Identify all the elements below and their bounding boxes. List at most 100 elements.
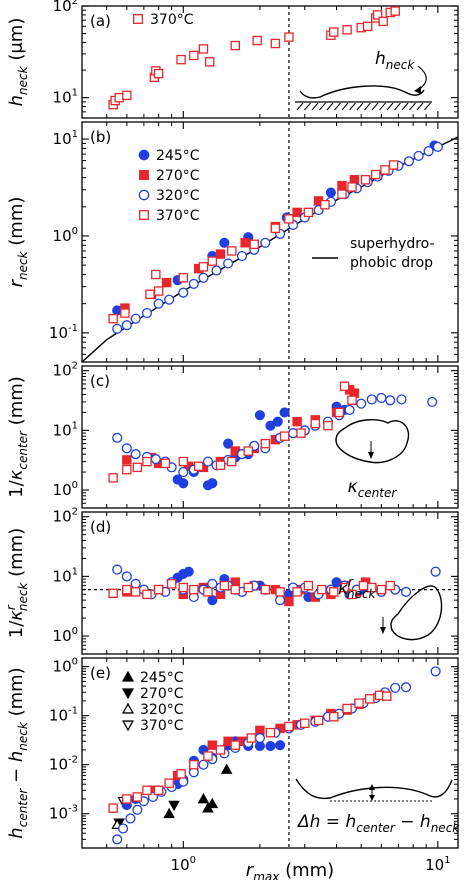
panel-a: 101 102 (a) hneck (μm) 370°C hneck [6, 0, 459, 119]
data-point [122, 584, 132, 595]
data-point [153, 298, 164, 309]
y-tick-label: 10-1 [49, 323, 78, 342]
series-370-c-squares- [108, 690, 392, 813]
data-point [164, 294, 175, 305]
data-point [227, 246, 237, 256]
data-point [130, 587, 141, 597]
data-point [219, 580, 230, 591]
arrow-head [368, 452, 374, 459]
data-point [284, 596, 294, 607]
data-point [279, 431, 290, 441]
legend-marker [139, 170, 149, 180]
data-point [230, 740, 240, 750]
legend-entry: 270°C [139, 168, 200, 184]
data-point [342, 703, 352, 714]
data-point [215, 460, 226, 471]
hatch-mark [424, 102, 431, 111]
data-point [142, 785, 152, 796]
data-point [166, 579, 177, 589]
series-370-c [108, 579, 395, 600]
data-point [344, 404, 355, 416]
data-point [178, 582, 189, 593]
plot-frame [81, 121, 459, 363]
data-point [132, 804, 143, 815]
data-point [198, 262, 209, 272]
y-tick-label: 101 [53, 88, 78, 107]
data-point [178, 478, 189, 489]
data-point [240, 238, 250, 248]
y-tick-label: 102 [53, 361, 78, 380]
data-point [347, 589, 357, 600]
legend-label: 270°C [156, 168, 200, 184]
legend-entry: 270°C [121, 686, 184, 702]
panel-label: (a) [90, 12, 111, 30]
data-point [342, 25, 352, 35]
legend-entry: 245°C [138, 148, 200, 164]
y-axis-label: 1/κcenter (mm) [6, 376, 30, 498]
drop-neck-sketch: hneck [295, 49, 432, 111]
data-point [303, 207, 314, 218]
data-point [163, 807, 175, 819]
data-point [202, 456, 214, 467]
legend-entry: 245°C [121, 670, 184, 686]
line-legend-label: phobic drop [350, 255, 433, 271]
data-point [292, 416, 302, 427]
panel-e: 10-3 10-2 10-1 100 (e) hcenter − hneck (mm) 24… [6, 657, 460, 880]
data-point [183, 566, 194, 577]
data-point [207, 578, 218, 589]
data-point [275, 595, 286, 606]
data-point [317, 584, 327, 595]
data-point [223, 438, 234, 449]
plot-frame [81, 365, 459, 509]
legend-marker [139, 210, 149, 220]
data-point [121, 443, 132, 454]
data-point [189, 584, 199, 595]
data-point [378, 16, 388, 27]
data-point [432, 141, 443, 152]
data-point [121, 320, 132, 331]
data-point [215, 249, 226, 259]
legend-entry: 370°C [133, 12, 194, 28]
y-tick-label: 10-2 [49, 755, 78, 774]
series-370-c [108, 6, 400, 110]
hatch-mark [341, 102, 349, 111]
y-tick-label: 100 [53, 657, 78, 676]
data-point [130, 313, 141, 324]
data-point [168, 800, 180, 812]
data-point [203, 587, 213, 597]
legend-entry: 320°C [138, 188, 200, 204]
y-tick-label: 100 [53, 480, 78, 499]
y-axis-label: rneck (mm) [6, 197, 30, 288]
data-point [347, 395, 357, 405]
data-point [337, 189, 347, 199]
data-point [141, 307, 153, 319]
drop-profile [299, 85, 425, 99]
data-point [325, 187, 336, 198]
legend-label: 320°C [140, 702, 184, 718]
x-axis-label: rmax (mm) [246, 860, 334, 880]
panel-label: (e) [90, 664, 111, 682]
data-point [360, 175, 371, 185]
data-point [403, 156, 415, 167]
data-point [396, 394, 407, 405]
data-point [189, 50, 199, 61]
drop-outline [390, 585, 443, 641]
data-point [246, 733, 257, 743]
legend-entry: 370°C [121, 718, 184, 734]
legend-marker [121, 688, 135, 700]
legend-label: 370°C [140, 718, 184, 734]
data-point [380, 165, 390, 175]
data-point [204, 57, 215, 67]
arrow-head [380, 627, 386, 634]
legend-label: 370°C [150, 12, 194, 28]
data-point [252, 35, 262, 46]
y-tick-label: 101 [53, 566, 78, 585]
y-tick-label: 10-1 [49, 706, 78, 725]
data-point [413, 150, 424, 161]
data-point [215, 745, 226, 755]
data-point [296, 428, 306, 438]
data-point [430, 666, 441, 677]
data-point [376, 392, 387, 403]
data-point [260, 438, 271, 449]
